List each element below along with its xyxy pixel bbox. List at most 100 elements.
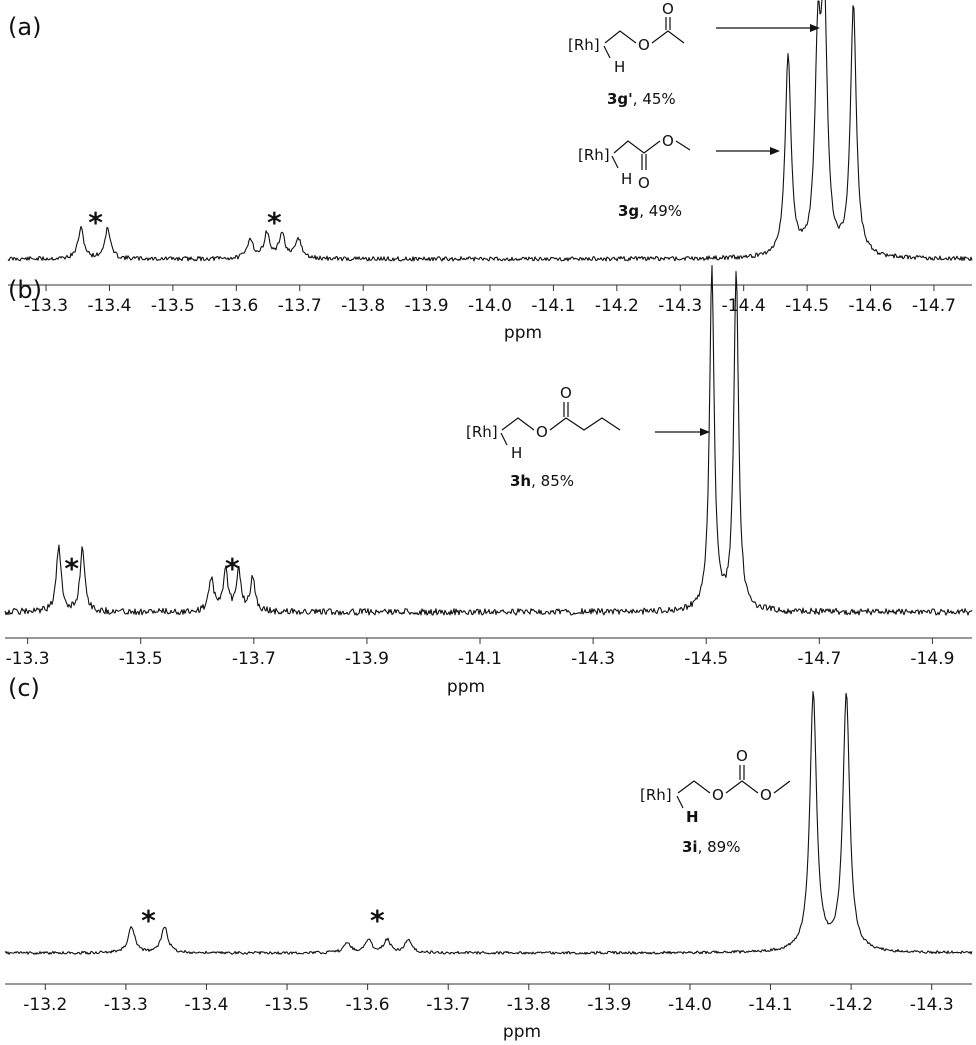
bond	[500, 432, 508, 446]
bond	[677, 780, 711, 794]
spectrum-b	[4, 264, 973, 616]
bond	[549, 417, 621, 431]
x-tick-label: -13.7	[278, 296, 322, 316]
x-tick-label: -13.5	[151, 296, 195, 316]
structure-3h: [Rh] H O O 3h, 85%	[466, 384, 710, 490]
x-tick-label: -14.7	[912, 296, 956, 316]
x-tick-label: -13.5	[119, 649, 163, 669]
impurity-marker: *	[64, 552, 79, 585]
rh-label: [Rh]	[640, 786, 672, 804]
x-tick-label: -14.4	[722, 296, 766, 316]
x-tick-label: -14.0	[468, 296, 512, 316]
x-tick-label: -13.6	[346, 995, 390, 1015]
impurity-marker: *	[370, 904, 385, 937]
x-axis-title-b: ppm	[447, 677, 485, 697]
bond	[611, 155, 619, 169]
h-label: H	[686, 808, 699, 826]
carbonyl-o-label: O	[560, 384, 572, 402]
rh-label: [Rh]	[568, 36, 600, 54]
bond	[501, 417, 535, 431]
x-tick-label: -13.9	[587, 995, 631, 1015]
x-tick-label: -13.3	[24, 296, 68, 316]
h-label: H	[614, 58, 625, 76]
x-tick-label: -14.0	[668, 995, 712, 1015]
x-tick-label: -14.3	[910, 995, 954, 1015]
rh-label: [Rh]	[466, 423, 498, 441]
x-tick-label: -14.1	[531, 296, 575, 316]
panel-c: (c) -13.2 -13.3 -13.4 -13.5 -13.6 -13.7 -13.8-…	[4, 674, 973, 1042]
impurity-markers-c: * *	[141, 904, 385, 937]
h-label: H	[511, 444, 522, 462]
panel-label-c: (c)	[8, 674, 40, 702]
caption-3i: 3i, 89%	[682, 838, 740, 856]
arrowhead	[810, 24, 820, 32]
x-tick-label: -14.2	[595, 296, 639, 316]
x-tick-label: -13.3	[6, 649, 50, 669]
x-tick-label: -14.7	[797, 649, 841, 669]
structure-3i: [Rh] H O O O 3i, 89%	[640, 747, 791, 856]
rh-label: [Rh]	[578, 146, 610, 164]
x-tick-label: -14.3	[571, 649, 615, 669]
carbonyl-bond	[665, 17, 671, 30]
carbonyl-bond	[739, 765, 745, 780]
caption-3g: 3g, 49%	[618, 202, 682, 220]
ester-o-label: O	[536, 423, 548, 441]
arrowhead	[700, 428, 710, 436]
bond	[773, 780, 791, 794]
bond	[725, 780, 759, 794]
spectrum-trace	[4, 264, 973, 616]
caption-3g-prime: 3g', 45%	[607, 90, 676, 108]
x-tick-label: -13.4	[184, 995, 228, 1015]
arrowhead	[770, 147, 780, 155]
h-label: H	[621, 170, 632, 188]
x-ticks-c: -13.2 -13.3 -13.4 -13.5 -13.6 -13.7 -13.8 -13.9…	[23, 984, 954, 1015]
x-tick-label: -13.3	[104, 995, 148, 1015]
x-tick-label: -13.9	[405, 296, 449, 316]
x-tick-label: -14.2	[829, 995, 873, 1015]
carbonyl-o-label: O	[662, 0, 674, 18]
impurity-marker: *	[141, 904, 156, 937]
impurity-markers-a: * *	[88, 206, 282, 239]
bond	[604, 30, 637, 44]
bond	[675, 140, 691, 151]
ester-o-label: O	[638, 36, 650, 54]
x-tick-label: -13.6	[214, 296, 258, 316]
impurity-marker: *	[267, 206, 282, 239]
x-axis-title-c: ppm	[503, 1022, 541, 1042]
panel-b: (b) -13.3 -13.5 -13.7 -13.9 -14.1 -14.3 -14.5-…	[4, 264, 973, 697]
ester-o-label: O	[712, 786, 724, 804]
bond	[651, 30, 685, 44]
x-tick-label: -14.5	[684, 649, 728, 669]
x-tick-label: -13.7	[426, 995, 470, 1015]
impurity-marker: *	[88, 206, 103, 239]
x-tick-label: -13.2	[23, 995, 67, 1015]
carbonyl-bond	[641, 154, 647, 170]
structure-3g: [Rh] H O O 3g, 49%	[578, 132, 780, 220]
caption-3h: 3h, 85%	[510, 472, 574, 490]
x-tick-label: -14.6	[849, 296, 893, 316]
impurity-marker: *	[225, 552, 240, 585]
panel-a: (a) -13.3 -13.4 -13.5 -13.6 -13.7 -13.8 -13.9-…	[7, 0, 973, 343]
x-tick-label: -14.5	[785, 296, 829, 316]
carbonyl-o-label: O	[736, 747, 748, 765]
spectrum-c	[4, 690, 973, 955]
x-axis-title-a: ppm	[504, 323, 542, 343]
x-tick-label: -14.9	[910, 649, 954, 669]
panel-label-b: (b)	[8, 276, 42, 304]
x-tick-label: -13.7	[232, 649, 276, 669]
structure-3g-prime: [Rh] H O O 3g', 45%	[568, 0, 820, 108]
carbonyl-bond	[563, 402, 569, 417]
x-tick-label: -14.1	[458, 649, 502, 669]
x-tick-label: -13.8	[507, 995, 551, 1015]
x-tick-label: -13.9	[345, 649, 389, 669]
bond	[603, 45, 611, 59]
x-ticks-a: -13.3 -13.4 -13.5 -13.6 -13.7 -13.8 -13.9 -14.0…	[24, 285, 956, 316]
spectrum-trace	[7, 0, 973, 262]
carbonyl-o-label: O	[638, 174, 650, 192]
spectrum-trace	[4, 690, 973, 955]
x-tick-label: -13.4	[87, 296, 131, 316]
x-tick-label: -13.8	[341, 296, 385, 316]
impurity-markers-b: * *	[64, 552, 240, 585]
ester-o-label: O	[662, 132, 674, 150]
